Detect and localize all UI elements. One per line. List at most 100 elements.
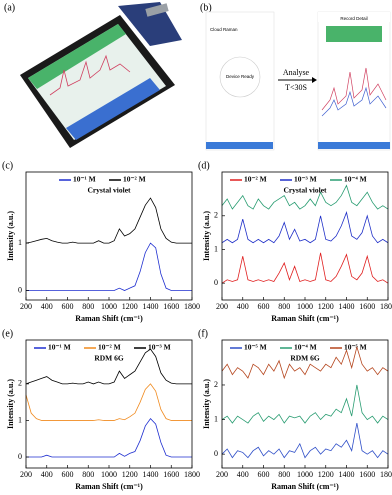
x-axis-label: Raman Shift (cm⁻¹) bbox=[271, 314, 339, 323]
panel-label: (f) bbox=[198, 328, 208, 339]
x-tick-label: 200 bbox=[216, 302, 228, 311]
x-tick-label: 1400 bbox=[339, 470, 355, 479]
legend-label: 10⁻³ M bbox=[294, 175, 317, 184]
arrow-text: Analyse bbox=[283, 68, 310, 77]
legend-label: 10⁻⁵ M bbox=[244, 343, 267, 352]
x-tick-label: 200 bbox=[216, 470, 228, 479]
screen-title: Record Detail bbox=[340, 16, 367, 21]
screen-header bbox=[28, 24, 126, 89]
x-tick-label: 800 bbox=[278, 302, 290, 311]
legend-label: 10⁻¹ M bbox=[48, 343, 71, 352]
spectrum-line bbox=[26, 242, 192, 291]
y-tick-label: 1 bbox=[18, 415, 22, 424]
screen-spectrum bbox=[321, 67, 387, 111]
x-tick-label: 400 bbox=[41, 470, 53, 479]
x-tick-label: 1400 bbox=[339, 302, 355, 311]
y-tick-label: 1 bbox=[214, 244, 218, 253]
x-tick-label: 1200 bbox=[122, 302, 138, 311]
spectrum-line bbox=[221, 252, 389, 284]
x-tick-label: 1600 bbox=[163, 302, 179, 311]
x-tick-label: 1600 bbox=[359, 302, 375, 311]
screen-button bbox=[66, 78, 160, 140]
x-tick-label: 600 bbox=[62, 470, 74, 479]
x-axis-label: Raman Shift (cm⁻¹) bbox=[271, 482, 339, 491]
panel-label: (c) bbox=[2, 160, 13, 171]
spectrum-line bbox=[25, 383, 192, 421]
spectrum-line bbox=[221, 384, 389, 424]
y-tick-label: 0 bbox=[18, 452, 22, 461]
phone-screen bbox=[28, 24, 166, 140]
app-panel: (b) Cloud Raman Device Ready Record Deta… bbox=[200, 2, 391, 151]
spectrum-line bbox=[26, 418, 192, 458]
spectrum-line bbox=[25, 348, 192, 385]
x-tick-label: 1200 bbox=[318, 302, 334, 311]
screen-topbar bbox=[318, 12, 390, 22]
photo-panel: (a) bbox=[0, 0, 192, 152]
y-axis-label: Intensity (a.u.) bbox=[202, 379, 211, 429]
x-tick-label: 600 bbox=[258, 302, 270, 311]
spectrum-line bbox=[221, 345, 389, 380]
x-tick-label: 400 bbox=[237, 302, 249, 311]
legend-label: 10⁻² M bbox=[98, 343, 121, 352]
y-tick-label: 1 bbox=[18, 238, 22, 247]
screen-title: Cloud Raman bbox=[210, 27, 238, 32]
result-card bbox=[326, 26, 382, 42]
legend-label: 10⁻⁵ M bbox=[344, 343, 367, 352]
y-axis-label: Intensity (a.u.) bbox=[6, 211, 15, 261]
y-axis-label: Intensity (a.u.) bbox=[202, 211, 211, 261]
annotation: Crystal violet bbox=[87, 186, 131, 195]
legend-label: 10⁻¹ M bbox=[73, 175, 96, 184]
spectrum-line bbox=[25, 197, 192, 244]
x-tick-label: 1800 bbox=[184, 470, 200, 479]
x-tick-label: 800 bbox=[82, 470, 94, 479]
panel-label: (a) bbox=[4, 2, 15, 13]
spectrometer bbox=[145, 3, 169, 17]
screen-button bbox=[318, 142, 390, 149]
y-tick-label: 2 bbox=[214, 211, 218, 220]
x-axis-label: Raman Shift (cm⁻¹) bbox=[75, 314, 143, 323]
spectrum-line bbox=[221, 211, 389, 244]
arrow-head bbox=[312, 77, 317, 83]
x-tick-label: 1000 bbox=[101, 470, 117, 479]
x-tick-label: 800 bbox=[278, 470, 290, 479]
legend-label: 10⁻⁴ M bbox=[294, 343, 317, 352]
x-tick-label: 1200 bbox=[122, 470, 138, 479]
status-ring bbox=[219, 56, 261, 98]
screen-button bbox=[206, 142, 273, 149]
x-tick-label: 1800 bbox=[380, 302, 392, 311]
y-tick-label: 0 bbox=[18, 285, 22, 294]
x-tick-label: 1400 bbox=[143, 470, 159, 479]
x-tick-label: 1000 bbox=[297, 302, 313, 311]
legend-label: 10⁻² M bbox=[244, 175, 267, 184]
y-tick-label: 0 bbox=[214, 449, 218, 458]
y-tick-label: 1 bbox=[214, 414, 218, 423]
glove bbox=[118, 2, 182, 46]
annotation: RDM 6G bbox=[290, 354, 320, 363]
x-tick-label: 600 bbox=[258, 470, 270, 479]
x-tick-label: 1000 bbox=[297, 470, 313, 479]
y-axis-label: Intensity (a.u.) bbox=[6, 379, 15, 429]
annotation: Crystal violet bbox=[283, 186, 327, 195]
x-axis-label: Raman Shift (cm⁻¹) bbox=[75, 482, 143, 491]
screen-spectrum bbox=[49, 54, 131, 96]
x-tick-label: 600 bbox=[62, 302, 74, 311]
y-tick-label: 2 bbox=[18, 379, 22, 388]
screen-status: Device Ready bbox=[226, 74, 255, 79]
x-tick-label: 1200 bbox=[318, 470, 334, 479]
spectrum-line bbox=[221, 184, 389, 210]
x-tick-label: 400 bbox=[41, 302, 53, 311]
x-tick-label: 1000 bbox=[101, 302, 117, 311]
x-tick-label: 1800 bbox=[380, 470, 392, 479]
y-tick-label: 0 bbox=[214, 278, 218, 287]
x-tick-label: 1800 bbox=[184, 302, 200, 311]
panel-label: (d) bbox=[198, 160, 210, 171]
left-screen bbox=[205, 11, 275, 151]
arrow-time: T<30S bbox=[285, 83, 307, 92]
legend-label: 10⁻² M bbox=[123, 175, 146, 184]
x-tick-label: 1400 bbox=[143, 302, 159, 311]
x-tick-label: 1600 bbox=[359, 470, 375, 479]
x-tick-label: 200 bbox=[20, 470, 32, 479]
spectrum-line bbox=[221, 422, 389, 459]
x-tick-label: 800 bbox=[82, 302, 94, 311]
